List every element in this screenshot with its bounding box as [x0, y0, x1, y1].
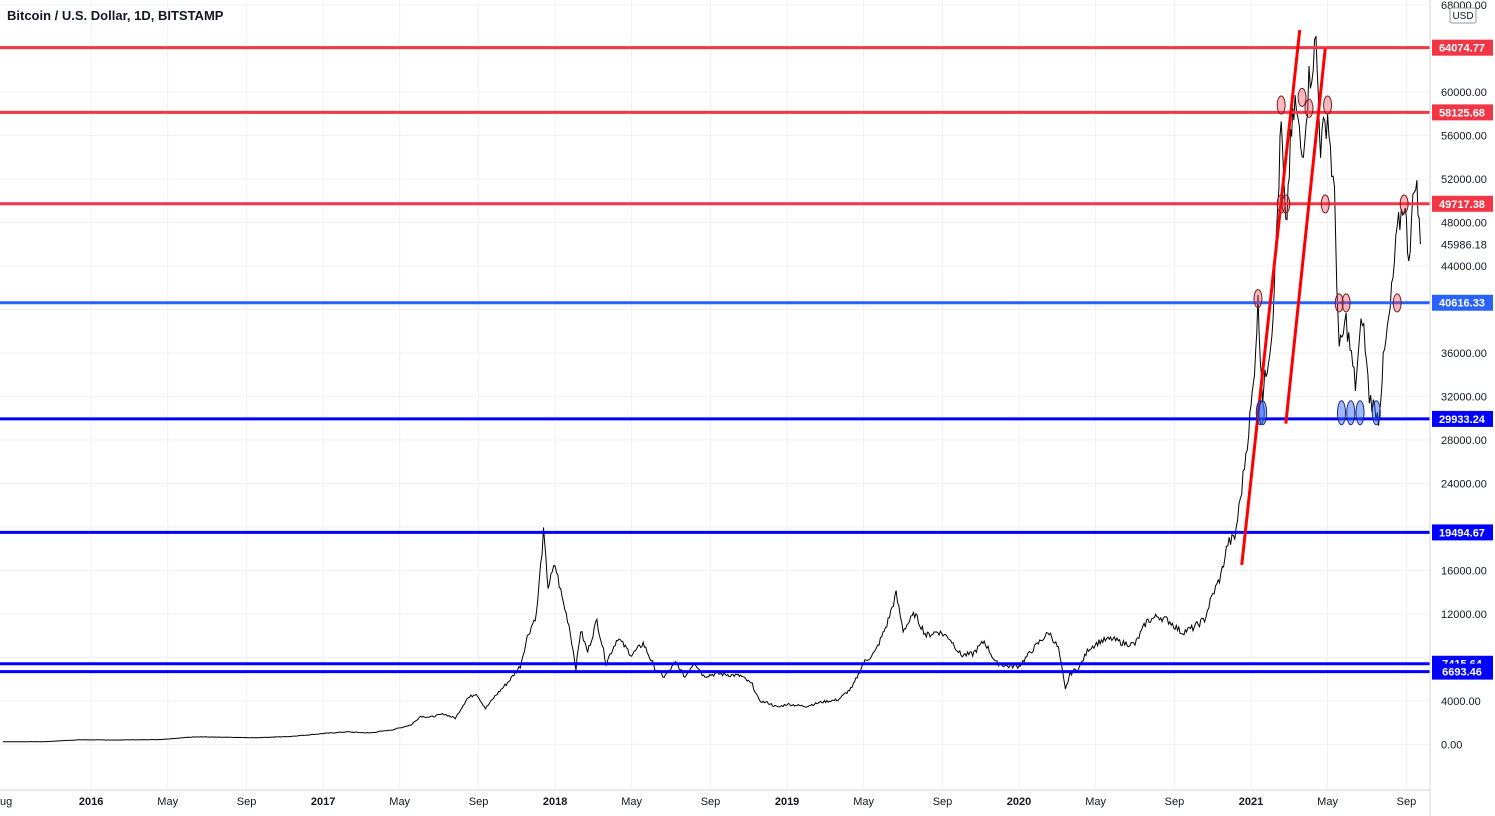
trend-line: [1284, 48, 1327, 424]
touch-marker-red: [1253, 289, 1263, 309]
level-label-bg: [1432, 39, 1493, 56]
level-label: 58125.68: [1439, 107, 1485, 119]
trend-lines-layer: [1240, 29, 1327, 566]
touch-marker-red: [1297, 87, 1307, 107]
x-tick-label: Sep: [1165, 796, 1185, 808]
level-label-bg: [1432, 410, 1493, 427]
x-tick-label: 2020: [1007, 796, 1031, 808]
y-tick-label: 52000.00: [1441, 174, 1487, 186]
y-tick-label: 16000.00: [1441, 565, 1487, 577]
x-tick-label: ug: [0, 796, 12, 808]
level-label-bg: [1432, 195, 1493, 212]
markers-layer: [1253, 87, 1409, 426]
x-tick-label: Sep: [933, 796, 953, 808]
level-label: 64074.77: [1439, 43, 1485, 55]
touch-marker-blue: [1371, 400, 1381, 426]
y-tick-label: 0.00: [1441, 739, 1462, 751]
x-tick-label: May: [1085, 796, 1106, 808]
x-tick-label: May: [621, 796, 642, 808]
chart-title: Bitcoin / U.S. Dollar, 1D, BITSTAMP: [7, 8, 224, 23]
touch-marker-red: [1281, 194, 1291, 214]
x-tick-label: Sep: [701, 796, 721, 808]
currency-badge[interactable]: USD: [1449, 7, 1477, 24]
x-tick-label: May: [389, 796, 410, 808]
grid: [0, 0, 1430, 790]
y-tick-label: 56000.00: [1441, 130, 1487, 142]
x-tick-label: Sep: [469, 796, 489, 808]
x-tick-label: 2017: [311, 796, 335, 808]
x-axis: ug 2016 May Sep 2017 May Sep 2018 May Sep 2019 May S…: [0, 789, 1430, 808]
touch-marker-blue: [1336, 400, 1346, 426]
touch-marker-red: [1304, 98, 1314, 118]
touch-marker-red: [1399, 194, 1409, 214]
y-tick-label: 28000.00: [1441, 435, 1487, 447]
y-tick-label: 44000.00: [1441, 261, 1487, 273]
touch-marker-red: [1334, 293, 1344, 313]
y-tick-label: 60000.00: [1441, 87, 1487, 99]
y-tick-label: 48000.00: [1441, 217, 1487, 229]
series-layer: [3, 36, 1421, 743]
level-label: 49717.38: [1439, 199, 1485, 211]
x-tick-label: 2018: [543, 796, 567, 808]
touch-marker-blue: [1255, 400, 1265, 426]
touch-marker-red: [1323, 95, 1333, 115]
touch-marker-red: [1392, 293, 1402, 313]
level-label-bg: [1432, 524, 1493, 541]
x-tick-label: May: [1317, 796, 1338, 808]
y-tick-label: 32000.00: [1441, 391, 1487, 403]
touch-marker-red: [1320, 194, 1330, 214]
y-tick-label: 12000.00: [1441, 609, 1487, 621]
level-label-bg: [1432, 104, 1493, 121]
y-tick-label: 36000.00: [1441, 348, 1487, 360]
y-tick-label: 4000.00: [1441, 696, 1481, 708]
levels-layer: 64074.77 58125.68 49717.38 40616.33 29933.24…: [0, 39, 1493, 680]
touch-marker-blue: [1346, 400, 1356, 426]
level-label: 40616.33: [1439, 298, 1485, 310]
x-tick-label: 2019: [775, 796, 799, 808]
level-label-bg: [1432, 663, 1493, 680]
y-tick-label: 24000.00: [1441, 478, 1487, 490]
x-tick-label: May: [853, 796, 874, 808]
touch-marker-blue: [1258, 400, 1268, 426]
x-tick-label: Sep: [1397, 796, 1417, 808]
touch-marker-red: [1276, 95, 1286, 115]
price-series-line: [3, 36, 1421, 743]
level-label: 29933.24: [1439, 414, 1486, 426]
x-tick-label: 2021: [1239, 796, 1263, 808]
level-label: 6693.46: [1442, 667, 1482, 679]
touch-marker-blue: [1355, 400, 1365, 426]
y-axis: 68000.0060000.0056000.0052000.0048000.00…: [1429, 0, 1487, 816]
trend-line: [1240, 29, 1302, 566]
touch-marker-red: [1276, 194, 1286, 214]
currency-label: USD: [1452, 11, 1473, 22]
x-tick-label: Sep: [237, 796, 257, 808]
x-tick-label: 2016: [79, 796, 103, 808]
touch-marker-red: [1341, 293, 1351, 313]
level-label-bg: [1432, 294, 1493, 311]
level-label: 19494.67: [1439, 527, 1485, 539]
current-price-label: 45986.18: [1441, 239, 1487, 251]
x-tick-label: May: [157, 796, 178, 808]
